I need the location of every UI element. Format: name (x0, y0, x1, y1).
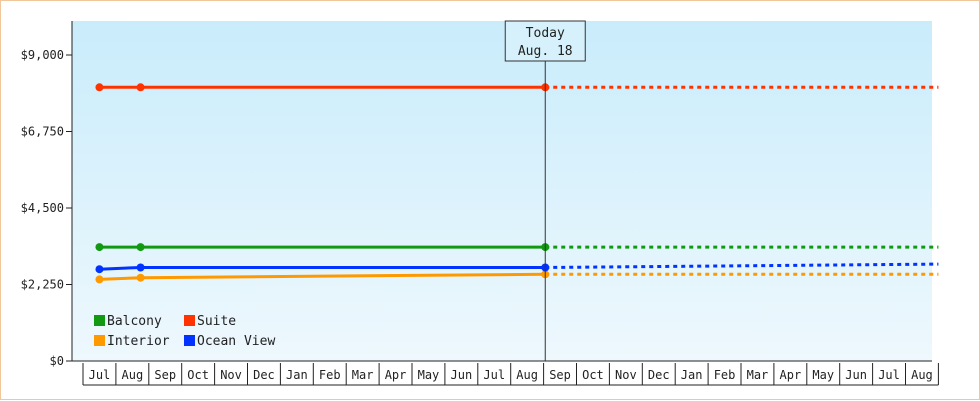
series-line (99, 266, 546, 271)
x-tick-label: Dec (253, 368, 275, 382)
series-interior (95, 270, 939, 284)
x-tick-label: May (812, 368, 834, 382)
x-tick-label: Oct (582, 368, 604, 382)
data-point (95, 265, 104, 274)
y-tick-label: $6,750 (21, 125, 64, 139)
legend-item-suite: Suite (184, 314, 236, 329)
data-point (95, 83, 104, 92)
data-point (136, 263, 145, 272)
y-tick-label: $0 (50, 354, 64, 368)
legend-item-ocean-view: Ocean View (184, 334, 275, 349)
data-point (136, 83, 145, 92)
x-tick-label: Nov (220, 368, 242, 382)
y-axis: $0 $2,250 $4,500 $6,750 $9,000 (21, 21, 73, 368)
legend-item-balcony: Balcony (94, 314, 162, 329)
x-tick-label: Feb (714, 368, 736, 382)
x-tick-label: Mar (747, 368, 769, 382)
x-tick-label: Oct (187, 368, 209, 382)
series-forecast-line (545, 262, 939, 269)
x-tick-label: Nov (615, 368, 637, 382)
data-point (95, 275, 104, 284)
x-tick-label: Jul (878, 368, 900, 382)
x-axis: Jul Aug Sep Oct Nov Dec Jan Feb Mar Apr May Jun Jul A… (72, 360, 939, 386)
y-tick-label: $4,500 (21, 201, 64, 215)
series-suite (95, 83, 939, 92)
x-tick-label: Jun (451, 368, 473, 382)
x-tick-label: Jul (483, 368, 505, 382)
x-tick-label: Jun (845, 368, 867, 382)
today-label: Today (526, 26, 565, 41)
legend-swatch (94, 335, 105, 346)
data-point (136, 243, 145, 252)
series-ocean-view (95, 262, 939, 274)
x-tick-label: Aug (122, 368, 144, 382)
today-box (504, 20, 586, 62)
x-tick-label: Mar (352, 368, 374, 382)
legend-label: Balcony (107, 314, 162, 329)
legend-item-interior: Interior (94, 334, 170, 349)
x-tick-label: Sep (154, 368, 176, 382)
x-tick-label: Dec (648, 368, 670, 382)
x-tick-label: Apr (780, 368, 802, 382)
x-tick-label: Sep (549, 368, 571, 382)
series-group (95, 83, 939, 284)
legend-swatch (184, 315, 195, 326)
today-date: Aug. 18 (518, 44, 573, 59)
series-balcony (95, 243, 939, 252)
x-tick-label: Feb (319, 368, 341, 382)
data-point (136, 273, 145, 282)
x-tick-label: May (418, 368, 440, 382)
legend-label: Interior (107, 334, 170, 349)
legend-label: Ocean View (197, 334, 275, 349)
legend-swatch (184, 335, 195, 346)
legend: Balcony Suite Interior Ocean View (94, 314, 275, 349)
legend-label: Suite (197, 314, 236, 329)
plot-area (72, 21, 932, 361)
today-marker: Today Aug. 18 (504, 20, 586, 361)
x-tick-label: Aug (911, 368, 933, 382)
x-tick-label: Jul (89, 368, 111, 382)
y-tick-label: $9,000 (21, 48, 64, 62)
legend-swatch (94, 315, 105, 326)
x-tick-label: Aug (516, 368, 538, 382)
x-tick-label: Apr (385, 368, 407, 382)
y-tick-label: $2,250 (21, 278, 64, 292)
x-tick-label: Jan (681, 368, 703, 382)
x-tick-label: Jan (286, 368, 308, 382)
data-point (95, 243, 104, 252)
